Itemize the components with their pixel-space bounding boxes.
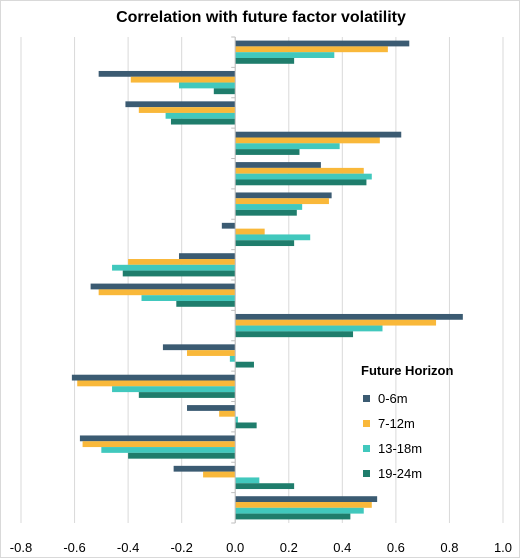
- bar: [235, 496, 378, 503]
- bar: [71, 374, 236, 381]
- bar: [235, 137, 380, 144]
- bar: [170, 118, 236, 125]
- x-tick-label: -0.2: [170, 540, 192, 555]
- bar: [235, 46, 388, 53]
- bar: [235, 204, 303, 210]
- bar: [235, 507, 364, 514]
- bar: [138, 392, 236, 398]
- legend-item: 7-12m: [361, 411, 511, 436]
- bar: [90, 283, 236, 290]
- bar: [98, 289, 236, 296]
- bar: [235, 313, 463, 320]
- legend-swatch: [363, 420, 370, 427]
- bar: [82, 441, 236, 448]
- legend-swatch: [363, 470, 370, 477]
- bar: [235, 52, 335, 58]
- legend-title: Future Horizon: [361, 363, 454, 378]
- bar: [235, 513, 351, 520]
- legend-label: 7-12m: [378, 416, 415, 431]
- bar: [235, 240, 295, 247]
- bar: [235, 331, 354, 338]
- bar: [235, 131, 402, 138]
- bar: [187, 405, 236, 411]
- bar: [235, 319, 437, 326]
- bar: [130, 76, 236, 83]
- legend-item: 0-6m: [361, 386, 511, 411]
- bar: [112, 264, 236, 271]
- bar: [235, 209, 297, 216]
- bar: [203, 471, 236, 478]
- legend-label: 19-24m: [378, 466, 423, 481]
- x-tick-label: 0.4: [333, 540, 351, 555]
- bar: [235, 422, 257, 429]
- bar: [178, 253, 236, 260]
- legend-items: 0-6m 7-12m 13-18m 19-24m: [361, 386, 511, 486]
- bar: [219, 410, 236, 417]
- bar: [235, 198, 329, 205]
- bar: [125, 101, 236, 108]
- bar: [112, 386, 236, 393]
- bar: [79, 435, 236, 442]
- bar: [235, 57, 295, 64]
- x-tick-label: -0.6: [63, 540, 85, 555]
- bar: [235, 234, 311, 241]
- bar: [235, 483, 295, 490]
- bar: [187, 350, 236, 356]
- bar: [141, 295, 236, 301]
- bar: [235, 361, 254, 368]
- x-tick-label: 0.0: [226, 540, 244, 555]
- legend-label: 13-18m: [378, 441, 423, 456]
- legend-swatch: [363, 445, 370, 452]
- bar: [128, 452, 236, 459]
- bar: [235, 325, 383, 332]
- x-tick-label: 0.6: [387, 540, 405, 555]
- x-tick-label: -0.4: [117, 540, 139, 555]
- bar: [122, 270, 236, 277]
- bar: [235, 167, 364, 174]
- bar: [229, 355, 236, 362]
- bar: [213, 88, 236, 95]
- bar: [176, 300, 236, 307]
- bar: [101, 447, 236, 453]
- chart-title: Correlation with future factor volatilit…: [116, 9, 406, 26]
- bar: [165, 112, 236, 119]
- bar: [77, 380, 236, 387]
- bar: [235, 162, 321, 168]
- bar: [235, 416, 238, 423]
- bar: [173, 465, 236, 472]
- legend: Future Horizon 0-6m 7-12m 13-18m 19-24m: [361, 363, 511, 486]
- x-tick-label: 1.0: [494, 540, 512, 555]
- bar: [162, 344, 236, 351]
- legend-item: 13-18m: [361, 436, 511, 461]
- bar: [235, 192, 332, 199]
- bar: [128, 259, 236, 265]
- bar: [178, 82, 236, 89]
- x-tick-label: -0.8: [10, 540, 32, 555]
- bar: [235, 179, 367, 186]
- bar: [138, 107, 236, 113]
- bar: [221, 222, 236, 229]
- legend-item: 19-24m: [361, 461, 511, 486]
- bar: [235, 228, 265, 235]
- x-tick-label: 0.2: [280, 540, 298, 555]
- bar: [235, 40, 410, 47]
- bar: [235, 143, 340, 150]
- legend-swatch: [363, 395, 370, 402]
- bar: [235, 502, 372, 508]
- bar: [98, 70, 236, 77]
- x-tick-label: 0.8: [440, 540, 458, 555]
- bar: [235, 149, 300, 155]
- bar: [235, 173, 372, 180]
- legend-label: 0-6m: [378, 391, 408, 406]
- bar: [235, 477, 260, 484]
